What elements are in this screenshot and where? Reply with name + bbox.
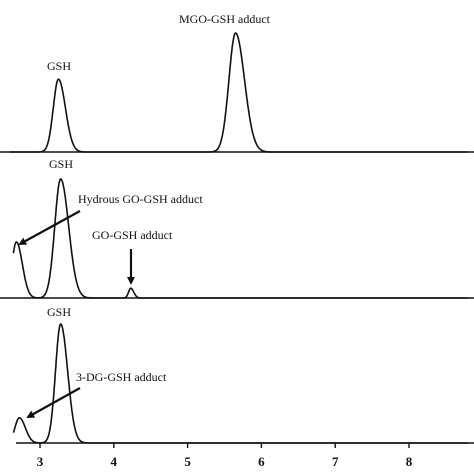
x-tick-label-6: 6 xyxy=(258,454,265,469)
panel-1-trace xyxy=(10,32,469,153)
panel-3-label-3-dg-gsh-adduct: 3-DG-GSH adduct xyxy=(76,370,167,384)
x-axis: 3 4 5 6 7 8 xyxy=(37,443,413,469)
panel-2: GSH Hydrous GO-GSH adduct GO-GSH adduct xyxy=(0,157,474,299)
x-tick-label-4: 4 xyxy=(111,454,118,469)
panel-3-trace xyxy=(12,323,469,444)
x-tick-label-7: 7 xyxy=(332,454,339,469)
panel-2-label-gsh: GSH xyxy=(49,157,73,171)
panel-3-arrow-3-dg-gsh-adduct xyxy=(26,387,81,418)
panel-1: GSH MGO-GSH adduct xyxy=(0,12,474,153)
panel-1-label-gsh: GSH xyxy=(47,59,71,73)
panel-1-label-mgo-gsh-adduct: MGO-GSH adduct xyxy=(179,12,271,26)
panel-2-trace xyxy=(12,178,469,299)
panel-2-label-hydrous-go-gsh-adduct: Hydrous GO-GSH adduct xyxy=(78,192,203,206)
x-tick-label-5: 5 xyxy=(184,454,191,469)
panel-3-label-gsh: GSH xyxy=(47,305,71,319)
panel-2-arrow-hydrous-go-gsh-adduct xyxy=(18,210,81,245)
x-tick-label-8: 8 xyxy=(406,454,413,469)
panel-2-label-go-gsh-adduct: GO-GSH adduct xyxy=(92,228,173,242)
panel-3: GSH 3-DG-GSH adduct xyxy=(12,305,474,444)
x-tick-label-3: 3 xyxy=(37,454,44,469)
